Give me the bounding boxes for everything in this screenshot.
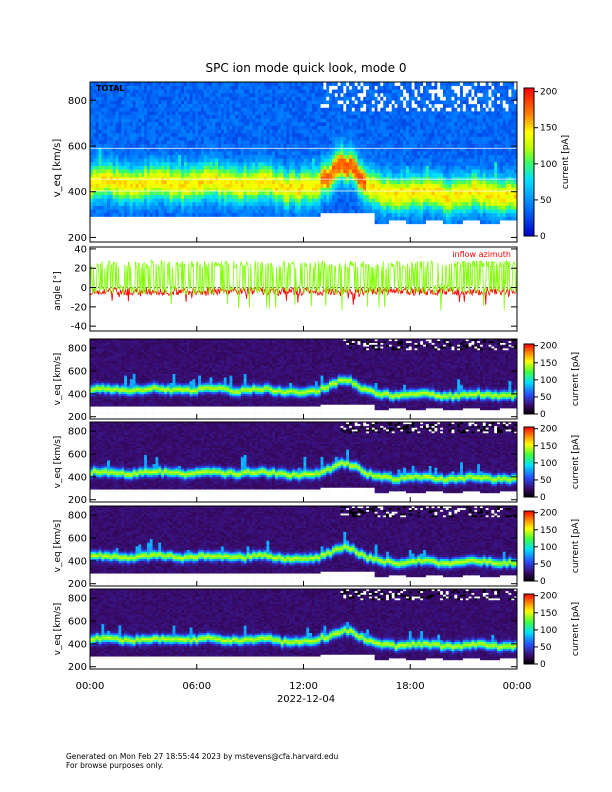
panel-mode-2-colorbar-axis: 0 50 100 150 200 [534, 425, 557, 503]
panel-mode-4-colorbar-axis: 0 50 100 150 200 [534, 592, 557, 670]
panel-mode-1-colorbar [524, 344, 534, 414]
panel-mode-3-ytick-label: 200 [68, 579, 87, 590]
legend-inflow-azimuth: inflow azimuth [452, 250, 511, 259]
xtick-label: 06:00 [182, 681, 211, 692]
panel-total-ytick-label: 200 [68, 233, 87, 244]
panel-mode-3-colorbar-tick-label: 50 [540, 560, 552, 570]
panel-mode-3-colorbar-label: current [pA] [571, 519, 581, 573]
panel-mode-4-colorbar-label: current [pA] [571, 602, 581, 656]
panel-total-colorbar-tick-label: 200 [540, 88, 557, 98]
panel-total: TOTAL 200 400 600 800 v_eq [km/s] 0 50 100 150… [52, 82, 571, 244]
panel-mode-4-colorbar-tick-label: 100 [540, 626, 557, 636]
panel-total-ytick-label: 800 [68, 96, 87, 107]
panel-mode-4-colorbar [524, 594, 534, 664]
panel-total-ytick-label: 400 [68, 187, 87, 198]
xtick-label: 00:00 [503, 681, 532, 692]
panel-angle-ylabel: angle [°] [53, 271, 63, 310]
panel-angle-ytick-label: 20 [74, 264, 87, 275]
panel-mode-4-colorbar-tick-label: 200 [540, 592, 557, 602]
panel-mode-3-colorbar-tick-label: 0 [540, 577, 546, 587]
panel-mode-1: 200 400 600 800 v_eq [km/s] 0 50 100 150 200 curre… [53, 339, 581, 423]
panel-total-ylabel: v_eq [km/s] [52, 139, 63, 198]
panel-total-colorbar-axis: 0 50 100 150 200 [534, 88, 557, 242]
panel-mode-2: 200 400 600 800 v_eq [km/s] 0 50 100 150 200 curre… [53, 422, 581, 506]
panel-mode-2-ytick-label: 600 [68, 450, 87, 461]
panel-mode-1-colorbar-tick-label: 100 [540, 376, 557, 386]
panel-angle-ytick-label: 0 [81, 283, 87, 294]
panel-total-colorbar-tick-label: 100 [540, 160, 557, 170]
date-label: 2022-12-04 [277, 694, 335, 705]
panel-mode-3: 200 400 600 800 v_eq [km/s] 0 50 100 150 200 curre… [53, 506, 581, 590]
panel-mode-1-colorbar-label: current [pA] [571, 352, 581, 406]
panel-total-colorbar-tick-label: 50 [540, 196, 552, 206]
panel-mode-2-heatmap [90, 422, 517, 502]
footer-disclaimer: For browse purposes only. [66, 761, 163, 770]
panel-mode-2-colorbar [524, 427, 534, 497]
panel-mode-3-colorbar-tick-label: 150 [540, 526, 557, 536]
panel-mode-1-colorbar-axis: 0 50 100 150 200 [534, 342, 557, 420]
panel-total-ytick-label: 600 [68, 142, 87, 153]
panel-mode-3-ytick-label: 600 [68, 534, 87, 545]
panel-mode-4-ytick-label: 400 [68, 639, 87, 650]
panel-total-colorbar [524, 88, 534, 236]
panel-mode-4-ylabel: v_eq [km/s] [53, 603, 63, 656]
panel-mode-1-ylabel: v_eq [km/s] [53, 353, 63, 406]
panel-mode-2-ylabel: v_eq [km/s] [53, 436, 63, 489]
xtick-label: 00:00 [76, 681, 105, 692]
panel-mode-3-colorbar-axis: 0 50 100 150 200 [534, 509, 557, 587]
panel-mode-3-heatmap [90, 506, 517, 586]
panel-mode-3-ytick-label: 800 [68, 511, 87, 522]
panel-mode-1-colorbar-tick-label: 0 [540, 410, 546, 420]
panel-total-colorbar-tick-label: 0 [540, 232, 546, 242]
panel-mode-1-colorbar-tick-label: 150 [540, 359, 557, 369]
panel-mode-3-colorbar [524, 511, 534, 581]
chart-title: SPC ion mode quick look, mode 0 [206, 61, 407, 75]
footer-generated: Generated on Mon Feb 27 18:55:44 2023 by… [66, 752, 338, 761]
panel-mode-2-ytick-label: 200 [68, 495, 87, 506]
panel-mode-1-colorbar-tick-label: 50 [540, 393, 552, 403]
panel-mode-2-colorbar-label: current [pA] [571, 435, 581, 489]
panel-mode-2-ytick-label: 400 [68, 472, 87, 483]
panel-mode-1-ytick-label: 600 [68, 367, 87, 378]
panel-mode-2-colorbar-tick-label: 50 [540, 476, 552, 486]
panel-mode-3-ylabel: v_eq [km/s] [53, 520, 63, 573]
panel-mode-1-ytick-label: 800 [68, 344, 87, 355]
panel-mode-4-heatmap [90, 589, 517, 669]
panel-angle: -40 -20 0 20 40 angle [°] inflow azimuth inf… [53, 244, 517, 332]
panel-angle-ytick-label: -20 [71, 302, 87, 313]
panel-mode-2-colorbar-tick-label: 150 [540, 442, 557, 452]
mode-panels: 200 400 600 800 v_eq [km/s] 0 50 100 150 200 curre… [53, 339, 581, 673]
panel-total-label: TOTAL [96, 84, 124, 93]
panel-angle-ytick-label: 40 [74, 244, 87, 255]
panel-mode-4-colorbar-tick-label: 0 [540, 660, 546, 670]
panel-mode-3-colorbar-tick-label: 100 [540, 543, 557, 553]
xtick-label: 12:00 [289, 681, 318, 692]
panel-mode-1-colorbar-tick-label: 200 [540, 342, 557, 352]
panel-mode-3-ytick-label: 400 [68, 556, 87, 567]
panel-mode-1-ytick-label: 400 [68, 389, 87, 400]
panel-angle-ytick-label: -40 [71, 322, 87, 333]
panel-total-colorbar-label: current [pA] [561, 135, 571, 189]
panel-mode-4-ytick-label: 600 [68, 617, 87, 628]
panel-total-heatmap [90, 82, 517, 242]
panel-mode-1-heatmap [90, 339, 517, 419]
panel-mode-3-colorbar-tick-label: 200 [540, 509, 557, 519]
xtick-label: 18:00 [396, 681, 425, 692]
panel-mode-4-ytick-label: 200 [68, 662, 87, 673]
panel-mode-2-colorbar-tick-label: 0 [540, 493, 546, 503]
panel-mode-4: 200 400 600 800 v_eq [km/s] 0 50 100 150 200 curre… [53, 589, 581, 673]
panel-mode-2-colorbar-tick-label: 200 [540, 425, 557, 435]
panel-total-colorbar-tick-label: 150 [540, 124, 557, 134]
panel-mode-4-ytick-label: 800 [68, 594, 87, 605]
panel-mode-4-colorbar-tick-label: 150 [540, 609, 557, 619]
panel-mode-2-colorbar-tick-label: 100 [540, 459, 557, 469]
legend-inflow-altitude: inflow altitude [454, 260, 511, 269]
panel-mode-1-ytick-label: 200 [68, 412, 87, 423]
panel-mode-2-ytick-label: 800 [68, 427, 87, 438]
panel-mode-4-colorbar-tick-label: 50 [540, 643, 552, 653]
